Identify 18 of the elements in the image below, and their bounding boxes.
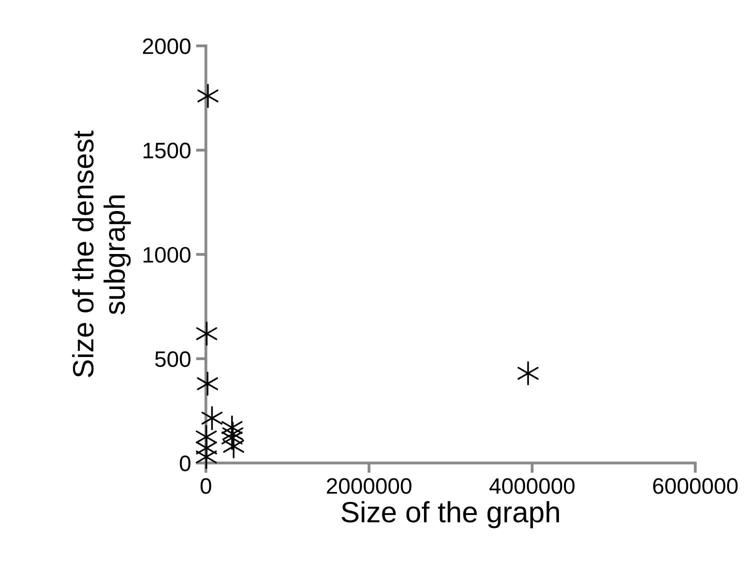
y-tick-label: 1000 (144, 246, 190, 263)
point (201, 406, 223, 430)
x-axis-title: Size of the graph (342, 501, 559, 528)
point (196, 322, 218, 346)
y-tick-label: 0 (180, 456, 190, 472)
point (518, 361, 539, 386)
y-axis-title: Size of the densest subgraph (72, 130, 131, 378)
x-tick-label: 6000000 (653, 478, 738, 494)
point (223, 434, 244, 458)
y-tick-label: 1500 (144, 142, 190, 158)
x-tick-label: 4000000 (489, 478, 575, 494)
point (197, 84, 218, 108)
point (196, 372, 218, 396)
y-tick-label: 2000 (143, 38, 190, 54)
point (196, 444, 217, 469)
x-tick-label: 2000000 (326, 478, 412, 494)
x-tick-label: 0 (200, 478, 212, 494)
y-tick-label: 500 (155, 351, 190, 367)
